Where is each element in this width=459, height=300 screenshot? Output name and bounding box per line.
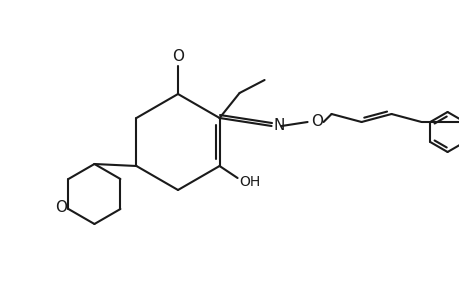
Text: O: O <box>311 113 323 128</box>
Text: O: O <box>56 200 67 214</box>
Text: O: O <box>172 49 184 64</box>
Text: N: N <box>273 118 285 133</box>
Text: OH: OH <box>238 175 260 189</box>
